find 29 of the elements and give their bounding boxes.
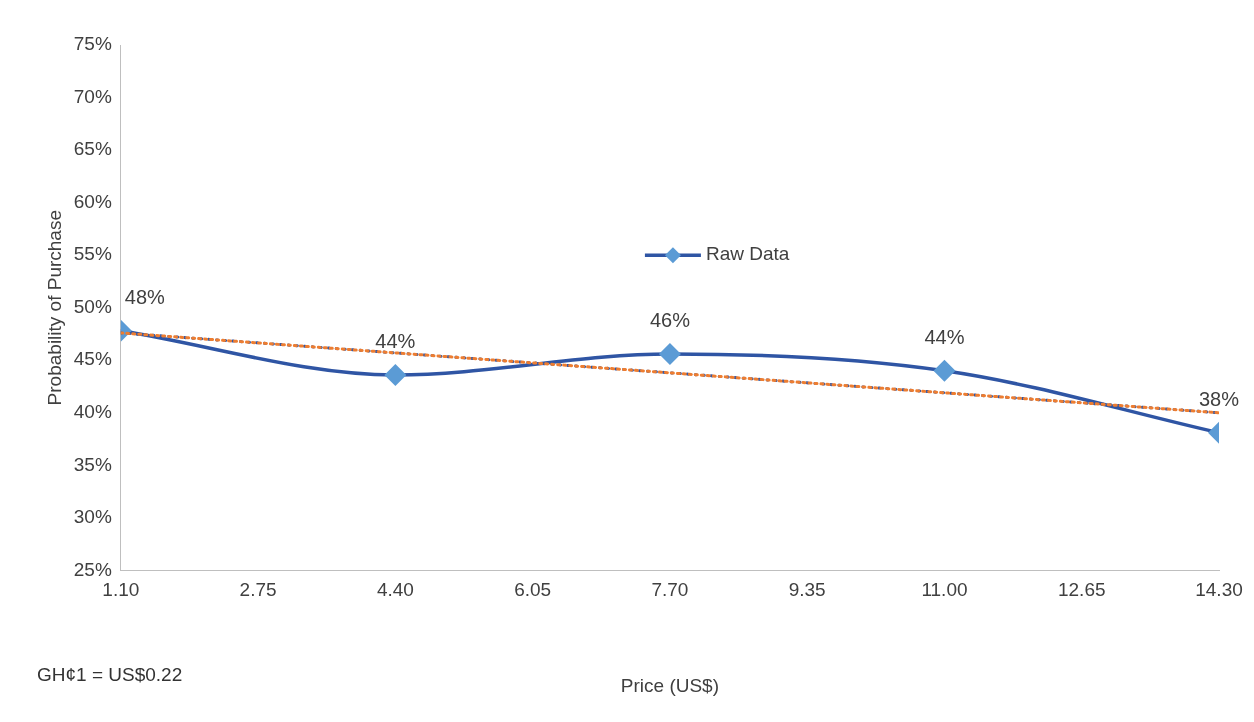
x-tick-label: 12.65 [1057,579,1106,601]
y-tick-label: 70% [73,85,112,107]
y-tick-label: 65% [73,138,112,160]
y-tick-label: 45% [73,348,112,370]
y-tick-label: 60% [73,190,112,212]
data-label: 44% [924,326,965,349]
x-tick-label: 11.00 [921,579,968,601]
x-tick-label: 2.75 [239,579,277,601]
x-axis-title: Price (US$) [620,674,720,696]
x-tick-label: 9.35 [788,579,826,601]
x-tick-label: 1.10 [102,579,140,601]
data-label: 48% [124,286,166,309]
y-tick-label: 55% [73,243,112,265]
y-axis-title: Probability of Purchase [43,210,65,406]
y-tick-label: 30% [73,506,112,528]
y-tick-label: 75% [73,33,112,55]
data-label: 38% [1198,388,1240,411]
y-tick-label: 35% [73,453,112,475]
legend-label: Raw Data [705,243,790,265]
x-tick-label: 7.70 [651,579,689,601]
y-tick-label: 25% [73,558,112,580]
x-tick-label: 6.05 [514,579,552,601]
x-tick-label: 4.40 [376,579,414,601]
y-tick-label: 50% [73,295,112,317]
y-tick-label: 40% [73,401,112,423]
x-tick-label: 14.30 [1195,579,1243,601]
text: GH¢1 = US$0.22 [37,664,183,686]
data-label: 46% [649,309,691,332]
data-label: 44% [375,330,416,353]
